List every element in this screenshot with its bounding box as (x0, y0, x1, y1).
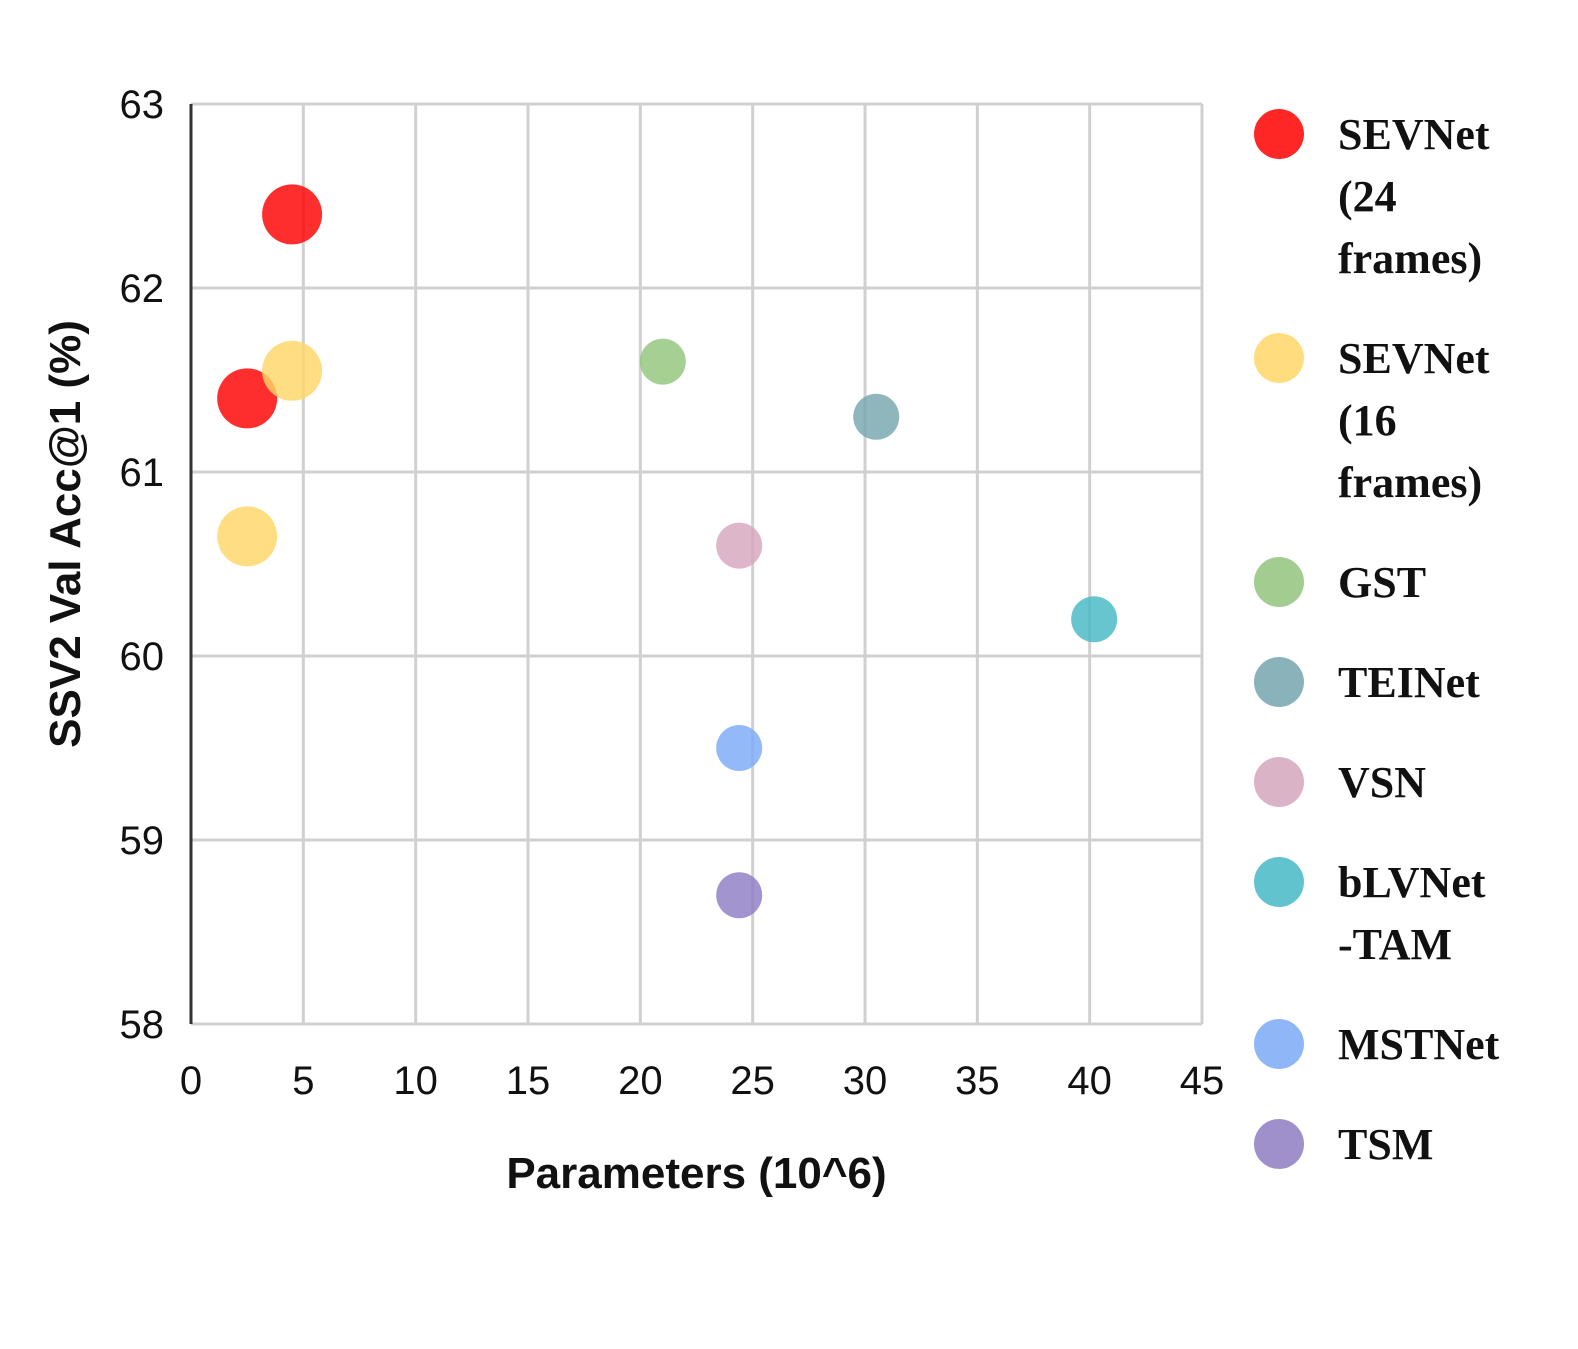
legend-marker (1254, 657, 1304, 707)
legend-label: VSN (1338, 758, 1426, 807)
legend-marker (1254, 757, 1304, 807)
x-tick-label: 30 (843, 1059, 888, 1103)
x-axis-title: Parameters (10^6) (506, 1149, 886, 1198)
x-tick-label: 40 (1067, 1059, 1112, 1103)
legend-label: TEINet (1338, 658, 1480, 707)
y-tick-label: 61 (120, 451, 165, 495)
y-tick-label: 58 (120, 1003, 165, 1047)
data-point (716, 725, 763, 771)
legend-marker (1254, 1019, 1304, 1069)
legend-label: (16 (1338, 396, 1397, 445)
x-tick-label: 45 (1180, 1059, 1225, 1103)
data-point (716, 872, 763, 919)
data-point (262, 340, 323, 401)
data-point (262, 184, 323, 245)
x-tick-label: 15 (506, 1059, 551, 1103)
y-tick-label: 59 (120, 819, 165, 863)
legend-label: TSM (1338, 1120, 1433, 1169)
x-tick-label: 20 (618, 1059, 663, 1103)
legend-label: GST (1338, 558, 1426, 607)
legend: SEVNet (24 frames) SEVNet (16 frames) GST TEINe… (1254, 109, 1500, 1169)
x-tick-label: 10 (393, 1059, 438, 1103)
tick-labels: 0 5 10 15 20 25 30 35 40 45 58 59 60 61 62 63 (120, 83, 1225, 1103)
y-tick-label: 63 (120, 83, 165, 127)
legend-label: MSTNet (1338, 1020, 1500, 1069)
legend-label: bLVNet (1338, 858, 1486, 907)
x-tick-label: 5 (292, 1059, 314, 1103)
legend-marker (1254, 333, 1304, 383)
legend-marker (1254, 1119, 1304, 1169)
legend-label: frames) (1338, 458, 1482, 507)
data-point (217, 368, 278, 429)
x-tick-label: 0 (180, 1059, 202, 1103)
legend-marker (1254, 857, 1304, 907)
data-point (853, 393, 900, 440)
x-tick-label: 35 (955, 1059, 1000, 1103)
x-tick-label: 25 (730, 1059, 775, 1103)
legend-label: SEVNet (1338, 110, 1490, 159)
data-points (217, 184, 1118, 919)
legend-label: SEVNet (1338, 334, 1490, 383)
legend-label: (24 (1338, 172, 1397, 221)
data-point (639, 338, 686, 385)
y-tick-label: 62 (120, 267, 165, 311)
legend-marker (1254, 109, 1304, 159)
legend-label: frames) (1338, 234, 1482, 283)
legend-label: -TAM (1338, 920, 1452, 969)
data-point (716, 522, 763, 569)
grid (191, 102, 1204, 1026)
y-axis-title: SSV2 Val Acc@1 (%) (41, 320, 90, 748)
data-point (217, 506, 278, 567)
y-tick-label: 60 (120, 635, 165, 679)
data-point (1071, 596, 1118, 643)
legend-marker (1254, 557, 1304, 607)
